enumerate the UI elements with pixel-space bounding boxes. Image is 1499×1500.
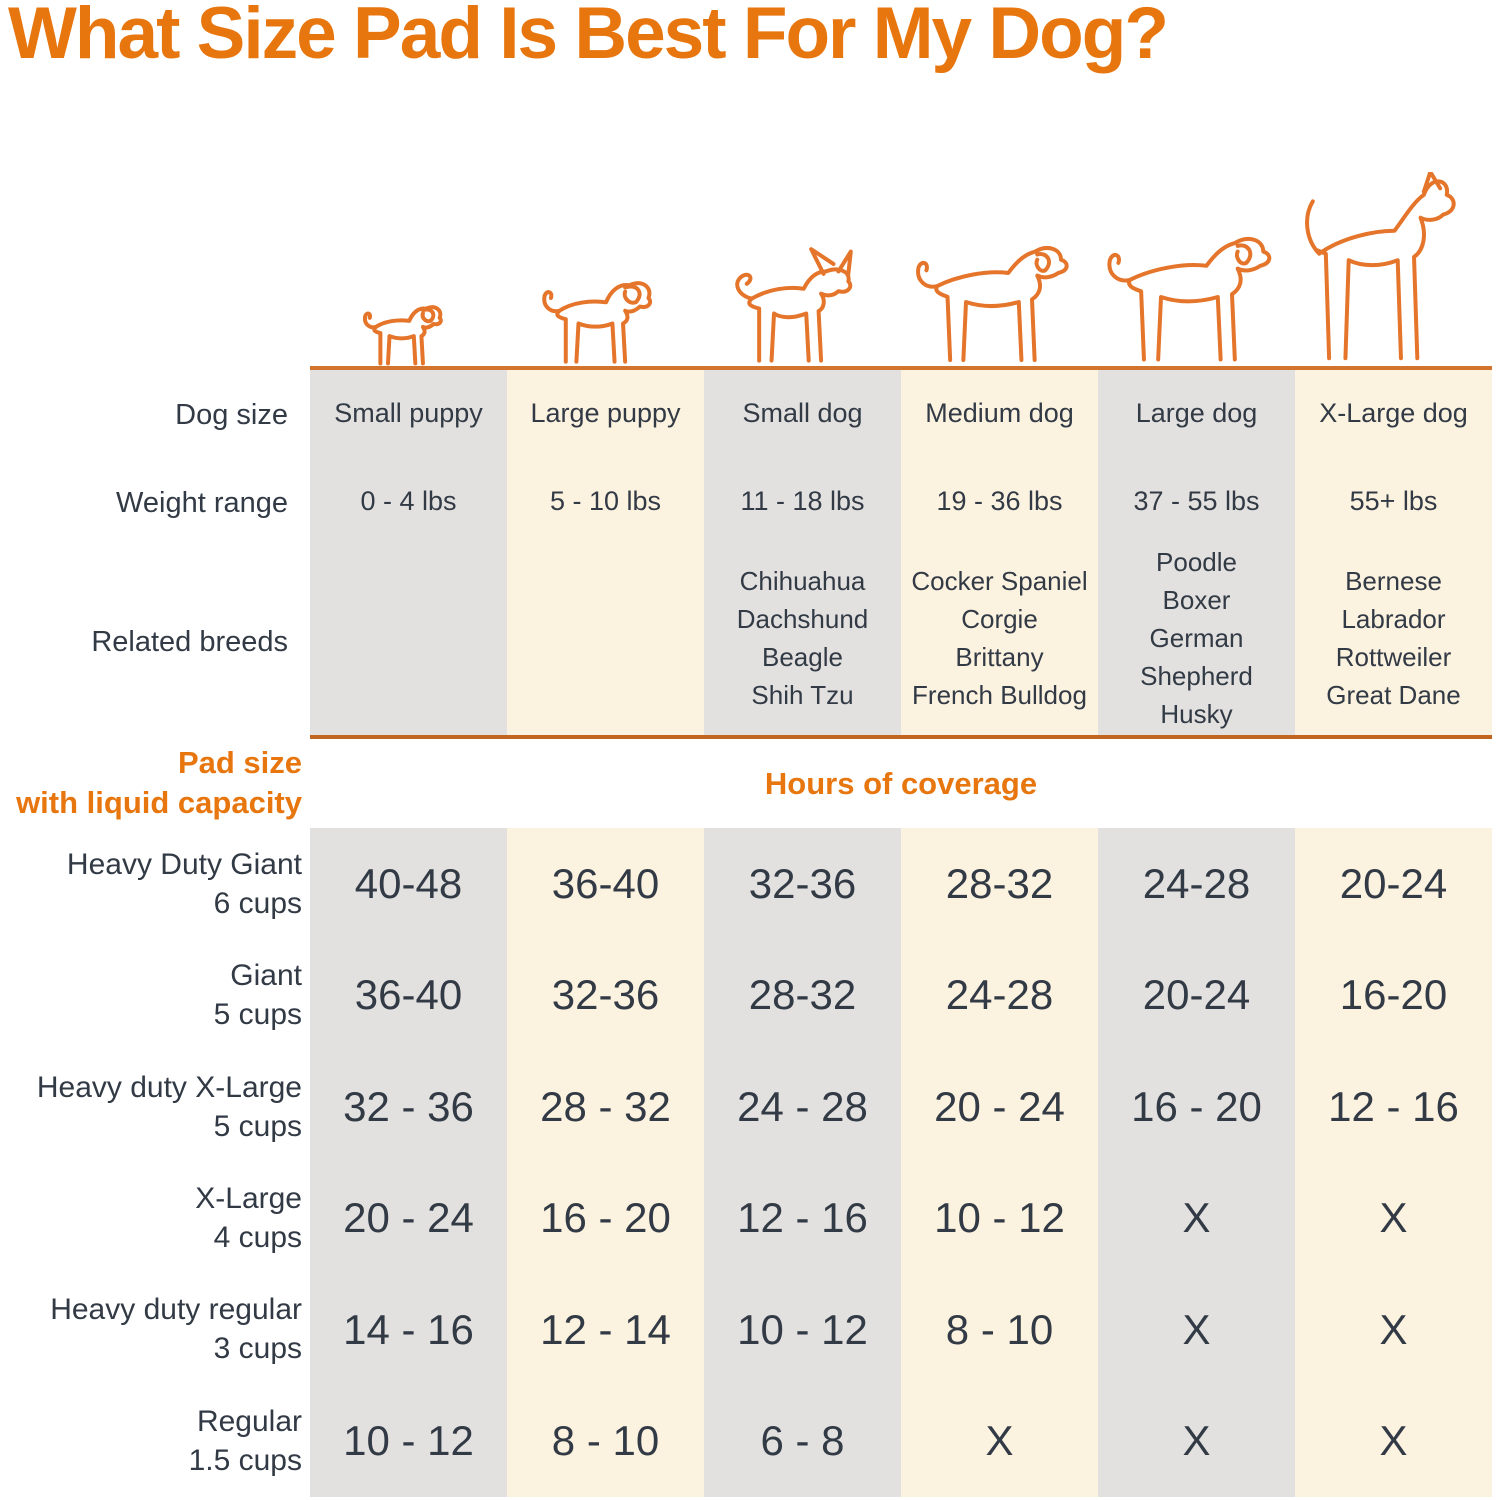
hours-column-medium-dog: 28-32 24-28 20 - 24 10 - 12 8 - 10 X	[901, 828, 1098, 1497]
related-breeds-list	[511, 548, 700, 727]
hours-column-large-dog: 24-28 20-24 16 - 20 X X X	[1098, 828, 1295, 1497]
pad-row-label: Heavy duty regular 3 cups	[50, 1293, 302, 1365]
medium-dog-icon	[913, 236, 1085, 368]
dog-column-medium-dog: Medium dog 19 - 36 lbs Cocker Spaniel Co…	[901, 370, 1098, 735]
related-breeds-list: Poodle Boxer German Shepherd Husky	[1140, 546, 1253, 729]
hours-value: 12 - 16	[1328, 1082, 1459, 1130]
hours-value: 16 - 20	[1131, 1082, 1262, 1130]
hours-value: X	[1182, 1305, 1211, 1353]
hours-value: 10 - 12	[737, 1305, 868, 1353]
weight-range-value: 19 - 36 lbs	[936, 486, 1063, 516]
weight-range-value: 5 - 10 lbs	[549, 486, 662, 516]
dog-size-label: Medium dog	[925, 398, 1074, 428]
hours-value: 32 - 36	[343, 1082, 474, 1130]
hours-value: 10 - 12	[934, 1194, 1065, 1242]
row-header-dog-size: Dog size	[175, 399, 288, 431]
row-header-related-breeds: Related breeds	[91, 626, 288, 658]
hours-value: 16 - 20	[540, 1194, 671, 1242]
weight-range-value: 55+ lbs	[1349, 486, 1438, 516]
pad-size-section-label: Pad size with liquid capacity	[16, 745, 302, 820]
hours-value: X	[985, 1417, 1014, 1465]
related-breeds-list: Bernese Labrador Rottweiler Great Dane	[1326, 565, 1461, 710]
hours-value: 24-28	[1142, 859, 1251, 907]
hours-value: 12 - 16	[737, 1194, 868, 1242]
weight-range-value: 0 - 4 lbs	[360, 486, 457, 516]
hours-column-x-large-dog: 20-24 16-20 12 - 16 X X X	[1295, 828, 1492, 1497]
hours-value: 40-48	[354, 859, 463, 907]
dog-size-label: Large dog	[1135, 398, 1258, 428]
hours-value: 8 - 10	[945, 1305, 1054, 1353]
hours-value: 36-40	[354, 971, 463, 1019]
hours-value: 14 - 16	[343, 1305, 474, 1353]
hours-value: 12 - 14	[540, 1305, 671, 1353]
hours-value: X	[1182, 1194, 1211, 1242]
section-separator-line	[310, 735, 1492, 739]
page-title: What Size Pad Is Best For My Dog?	[8, 0, 1169, 74]
dog-size-label: Large puppy	[530, 398, 681, 428]
x-large-dog-great-dane-icon	[1293, 172, 1473, 368]
hours-value: X	[1379, 1305, 1408, 1353]
hours-value: X	[1379, 1194, 1408, 1242]
hours-value: 20 - 24	[343, 1194, 474, 1242]
hours-value: 24-28	[945, 971, 1054, 1019]
dog-column-x-large-dog: X-Large dog 55+ lbs Bernese Labrador Rot…	[1295, 370, 1492, 735]
hours-value: 20-24	[1339, 859, 1448, 907]
pad-row-label: Heavy duty X-Large 5 cups	[36, 1071, 302, 1143]
dog-column-small-puppy: Small puppy 0 - 4 lbs	[310, 370, 507, 735]
pad-row-label: X-Large 4 cups	[195, 1182, 302, 1254]
hours-value: 28-32	[748, 971, 857, 1019]
dog-column-small-dog: Small dog 11 - 18 lbs Chihuahua Dachshun…	[704, 370, 901, 735]
hours-value: 32-36	[551, 971, 660, 1019]
related-breeds-list	[314, 548, 503, 727]
related-breeds-list: Chihuahua Dachshund Beagle Shih Tzu	[736, 565, 869, 710]
small-dog-chihuahua-icon	[722, 244, 883, 368]
weight-range-value: 37 - 55 lbs	[1133, 486, 1260, 516]
hours-value: 20-24	[1142, 971, 1251, 1019]
dog-size-label: Small dog	[742, 398, 863, 428]
pad-row-label: Regular 1.5 cups	[188, 1405, 302, 1477]
large-puppy-dog-icon	[536, 262, 674, 368]
small-puppy-dog-icon	[359, 292, 458, 368]
hours-value: 28-32	[945, 859, 1054, 907]
hours-column-small-dog: 32-36 28-32 24 - 28 12 - 16 10 - 12 6 - …	[704, 828, 901, 1497]
dog-column-large-puppy: Large puppy 5 - 10 lbs	[507, 370, 704, 735]
hours-column-small-puppy: 40-48 36-40 32 - 36 20 - 24 14 - 16 10 -…	[310, 828, 507, 1497]
pad-row-label: Giant 5 cups	[213, 959, 302, 1031]
hours-value: 24 - 28	[737, 1082, 868, 1130]
hours-value: X	[1379, 1417, 1408, 1465]
hours-value: 16-20	[1339, 971, 1448, 1019]
hours-value: 32-36	[748, 859, 857, 907]
hours-value: X	[1182, 1417, 1211, 1465]
hours-value: 8 - 10	[551, 1417, 660, 1465]
dog-column-large-dog: Large dog 37 - 55 lbs Poodle Boxer Germa…	[1098, 370, 1295, 735]
hours-column-large-puppy: 36-40 32-36 28 - 32 16 - 20 12 - 14 8 - …	[507, 828, 704, 1497]
large-dog-icon	[1104, 226, 1289, 368]
dog-size-label: X-Large dog	[1319, 398, 1468, 428]
hours-value: 36-40	[551, 859, 660, 907]
pad-row-label: Heavy Duty Giant 6 cups	[66, 848, 302, 920]
hours-value: 28 - 32	[540, 1082, 671, 1130]
ground-line	[310, 366, 1492, 370]
weight-range-value: 11 - 18 lbs	[740, 486, 865, 516]
hours-value: 6 - 8	[760, 1417, 845, 1465]
related-breeds-list: Cocker Spaniel Corgie Brittany French Bu…	[911, 565, 1088, 710]
hours-value: 20 - 24	[934, 1082, 1065, 1130]
hours-of-coverage-header: Hours of coverage	[764, 766, 1038, 801]
row-header-weight-range: Weight range	[116, 487, 288, 519]
dog-size-label: Small puppy	[334, 398, 483, 428]
hours-value: 10 - 12	[343, 1417, 474, 1465]
